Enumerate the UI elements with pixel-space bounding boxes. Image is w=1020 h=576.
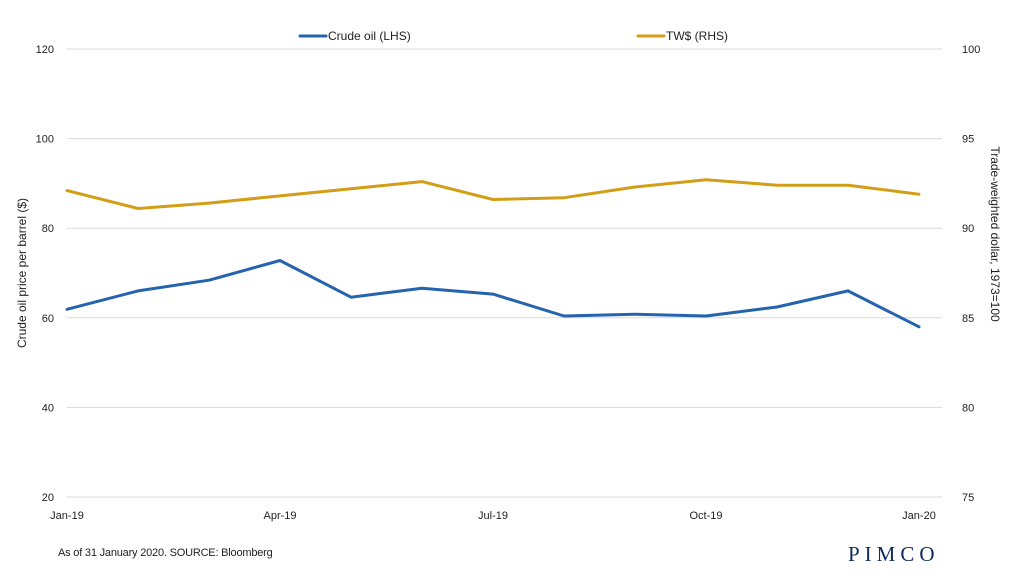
series-lines bbox=[65, 178, 921, 329]
legend: Crude oil (LHS) TW$ (RHS) bbox=[298, 29, 728, 43]
left-tick-label: 80 bbox=[42, 223, 54, 235]
right-tick-label: 90 bbox=[962, 223, 974, 235]
left-tick-label: 120 bbox=[36, 44, 54, 56]
left-tick-label: 60 bbox=[42, 313, 54, 325]
x-tick-label: Jan-19 bbox=[50, 510, 84, 522]
x-tick-label: Apr-19 bbox=[263, 510, 296, 522]
gridlines bbox=[67, 48, 942, 498]
x-axis-tick-labels: Jan-19 Apr-19 Jul-19 Oct-19 Jan-20 bbox=[50, 510, 936, 522]
right-tick-label: 85 bbox=[962, 313, 974, 325]
left-tick-label: 40 bbox=[42, 402, 54, 414]
source-footnote: As of 31 January 2020. SOURCE: Bloomberg bbox=[58, 547, 273, 559]
legend-label: Crude oil (LHS) bbox=[328, 29, 411, 43]
x-tick-label: Jan-20 bbox=[902, 510, 936, 522]
left-tick-label: 100 bbox=[36, 134, 54, 146]
x-tick-label: Oct-19 bbox=[689, 510, 722, 522]
series-line-crude-oil bbox=[65, 259, 921, 329]
legend-label: TW$ (RHS) bbox=[666, 29, 728, 43]
right-axis-tick-labels: 75 80 85 90 95 100 bbox=[962, 44, 980, 504]
series-line-tw-dollar bbox=[65, 178, 921, 210]
right-tick-label: 100 bbox=[962, 44, 980, 56]
left-axis-title: Crude oil price per barrel ($) bbox=[15, 198, 29, 348]
right-tick-label: 95 bbox=[962, 134, 974, 146]
pimco-logo: PIMCO bbox=[848, 542, 940, 566]
left-tick-label: 20 bbox=[42, 492, 54, 504]
right-tick-label: 75 bbox=[962, 492, 974, 504]
right-tick-label: 80 bbox=[962, 402, 974, 414]
right-axis-title: Trade-weighted dollar, 1973=100 bbox=[988, 146, 1002, 322]
x-tick-label: Jul-19 bbox=[478, 510, 508, 522]
left-axis-tick-labels: 20 40 60 80 100 120 bbox=[36, 44, 54, 504]
